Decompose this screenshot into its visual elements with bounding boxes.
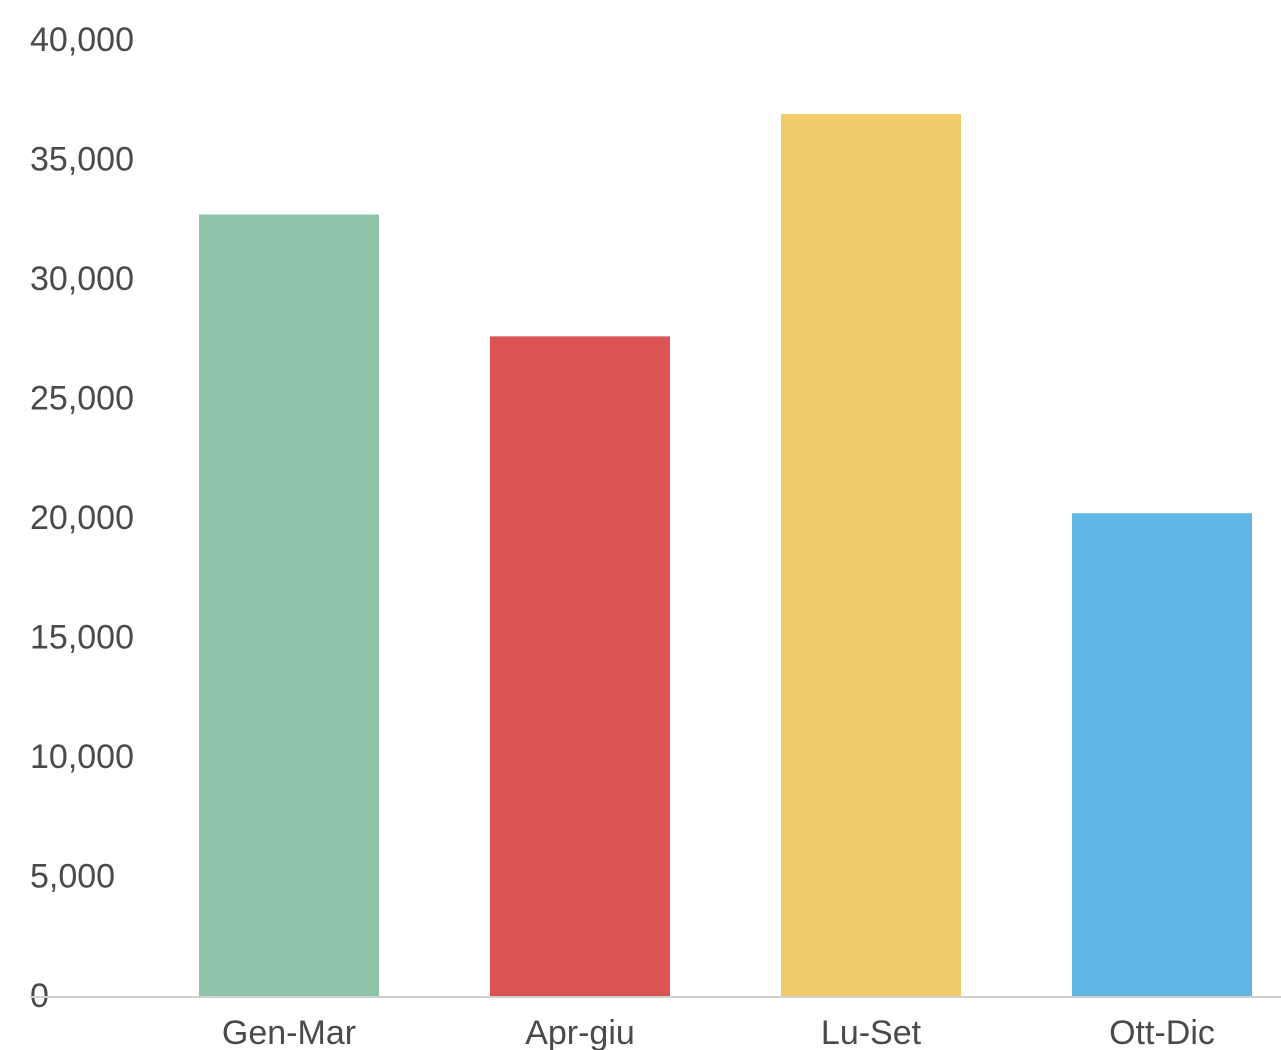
x-tick-label: Gen-Mar bbox=[222, 1014, 356, 1050]
x-axis-labels: Gen-Mar Apr-giu Lu-Set Ott-Dic bbox=[222, 1014, 1215, 1050]
x-tick-label: Apr-giu bbox=[525, 1014, 635, 1050]
y-tick-label: 10,000 bbox=[30, 738, 134, 776]
bar-ott-dic bbox=[1072, 513, 1252, 996]
x-tick-label: Lu-Set bbox=[821, 1014, 922, 1050]
x-tick-label: Ott-Dic bbox=[1109, 1014, 1215, 1050]
bar-apr-giu bbox=[490, 336, 670, 996]
y-tick-label: 15,000 bbox=[30, 619, 134, 657]
y-tick-label: 5,000 bbox=[30, 858, 115, 896]
y-tick-label: 35,000 bbox=[30, 141, 134, 179]
y-axis-ticks: 05,00010,00015,00020,00025,00030,00035,0… bbox=[30, 21, 134, 1015]
y-tick-label: 30,000 bbox=[30, 260, 134, 298]
y-tick-label: 25,000 bbox=[30, 380, 134, 418]
y-tick-label: 20,000 bbox=[30, 499, 134, 537]
y-tick-label: 40,000 bbox=[30, 21, 134, 59]
bar-gen-mar bbox=[199, 214, 379, 997]
bar-lu-set bbox=[781, 114, 961, 997]
bars bbox=[199, 114, 1252, 997]
